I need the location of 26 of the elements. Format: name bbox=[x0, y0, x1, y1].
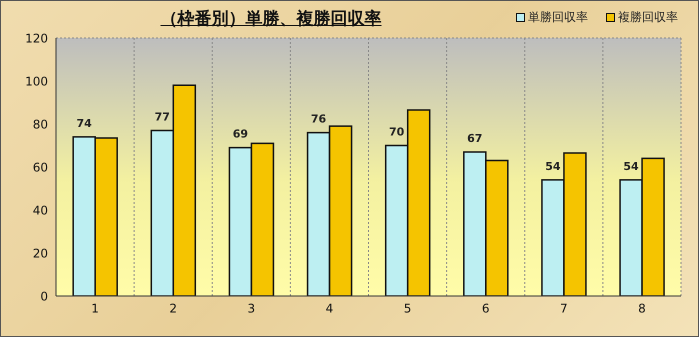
data-label: 70 bbox=[389, 126, 405, 138]
data-label: 54 bbox=[623, 160, 640, 173]
y-tick-label: 20 bbox=[32, 246, 48, 260]
x-tick-label: 8 bbox=[638, 302, 646, 316]
x-tick-label: 2 bbox=[169, 302, 178, 316]
y-tick-label: 40 bbox=[32, 203, 48, 218]
x-tick-label: 3 bbox=[247, 302, 256, 316]
data-label: 54 bbox=[545, 160, 561, 173]
data-label: 77 bbox=[154, 110, 170, 124]
chart-title: （枠番別）単勝、複勝回収率 bbox=[160, 8, 382, 30]
data-label: 76 bbox=[310, 112, 327, 126]
y-tick-label: 0 bbox=[40, 289, 48, 304]
x-tick-label: 6 bbox=[482, 302, 490, 316]
x-tick-label: 5 bbox=[404, 302, 412, 316]
y-tick-label: 80 bbox=[32, 117, 48, 132]
data-label: 69 bbox=[232, 128, 248, 141]
legend-label: 単勝回収率 bbox=[527, 9, 588, 26]
x-tick-label: 4 bbox=[326, 302, 334, 316]
data-label: 74 bbox=[76, 116, 92, 130]
y-tick-label: 60 bbox=[32, 160, 48, 174]
y-tick-label: 120 bbox=[25, 31, 48, 46]
x-tick-label: 7 bbox=[560, 302, 568, 316]
x-tick-label: 1 bbox=[91, 302, 99, 316]
data-label: 67 bbox=[467, 132, 482, 145]
y-tick-label: 100 bbox=[25, 74, 48, 88]
legend-label: 複勝回収率 bbox=[617, 9, 678, 26]
